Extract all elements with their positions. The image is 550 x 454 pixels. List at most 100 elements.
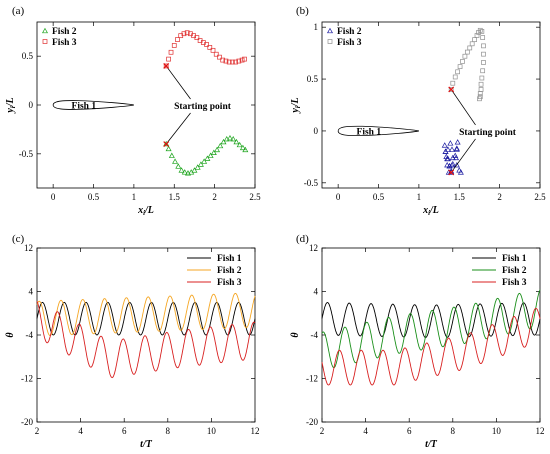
series-line-fish-2 [36,292,256,337]
y-tick-label: -4 [311,330,319,340]
data-point-fish-3 [204,42,209,47]
x-axis-label: xi/L [422,205,439,217]
x-tick-label: 12 [536,426,545,436]
legend-marker [327,39,333,44]
data-point-fish-2 [449,160,456,167]
data-point-fish-2 [191,167,198,173]
data-point-fish-2 [204,155,211,161]
x-tick-label: 4 [363,426,368,436]
x-tick-label: 1.5 [169,192,181,202]
data-point-fish-2 [163,140,170,147]
y-tick-label: -20 [306,417,318,427]
legend-label: Fish 3 [52,38,77,48]
y-tick-label: 1 [314,22,319,32]
fish-1-body [52,100,134,110]
y-tick-label: 4 [29,287,34,297]
data-point-fish-3 [171,43,177,48]
x-tick-label: 10 [207,426,217,436]
fish-1-label: Fish 1 [72,102,97,112]
x-tick-label: 12 [251,426,260,436]
legend-label: Fish 2 [337,27,362,37]
data-point-fish-3 [223,58,229,64]
data-point-fish-2 [217,142,224,149]
y-tick-label: 12 [24,243,33,253]
starting-point-marker [448,169,455,176]
legend-label: Fish 1 [502,254,527,264]
x-axis-label: t/T [140,439,153,450]
legend-marker [42,27,48,34]
data-point-fish-3 [477,27,483,33]
y-axis-label: yi/L [5,97,17,113]
y-tick-label: 12 [309,243,318,253]
legend-label: Fish 2 [502,266,527,276]
data-point-fish-3 [472,37,477,42]
data-point-fish-2 [207,152,214,158]
data-point-fish-2 [453,146,460,152]
data-point-fish-3 [481,60,486,65]
x-tick-label: 2.5 [534,192,546,202]
data-point-fish-2 [441,142,448,148]
data-point-fish-2 [447,140,454,146]
x-tick-label: 6 [122,426,127,436]
y-tick-label: 4 [314,287,319,297]
data-point-fish-2 [181,169,188,175]
data-point-fish-3 [460,59,465,64]
starting-point-leader [450,138,476,173]
data-point-fish-3 [469,41,475,47]
y-tick-label: -4 [26,330,34,340]
data-point-fish-3 [480,35,486,40]
x-tick-label: 2 [320,426,325,436]
data-point-fish-2 [453,161,460,168]
data-point-fish-2 [236,141,243,148]
data-point-fish-2 [172,158,179,164]
data-point-fish-3 [481,43,486,49]
data-point-fish-3 [474,33,480,38]
y-axis-label: yi/L [290,97,302,113]
x-tick-label: 8 [166,426,171,436]
legend-label: Fish 2 [217,266,242,276]
data-point-fish-2 [242,146,249,153]
x-tick-label: 1.5 [454,192,466,202]
data-point-fish-3 [455,69,460,75]
starting-point-marker [163,63,170,69]
y-axis-label: θ [5,332,16,338]
panel-label: (a) [12,5,25,17]
chart-panel-4: (d) 2 4 6 8 10 12 -20 -12 -4 4 12 t/T θ Fish 1 Fish 2 Fi… [290,233,545,450]
y-tick-label: -0.5 [19,149,34,159]
data-point-fish-2 [453,154,460,161]
legend-label: Fish 2 [52,27,77,37]
data-point-fish-2 [214,146,221,153]
chart-panel-1: (a) 0 0.5 1 1.5 2 2.5 -0.5 0 0.5 xi/L yi/L Fish 1 Sta… [5,5,261,217]
data-point-fish-3 [181,31,187,37]
legend-marker [327,27,333,34]
data-point-fish-3 [479,28,485,34]
data-point-fish-3 [242,56,247,62]
data-point-fish-2 [168,152,175,158]
starting-point-label: Starting point [174,102,232,112]
y-tick-label: 0 [314,126,319,136]
data-point-fish-2 [443,153,450,160]
panel-label: (d) [296,233,309,245]
data-point-fish-3 [457,64,463,69]
data-point-fish-3 [467,45,473,51]
legend-label: Fish 3 [217,278,242,288]
data-point-fish-2 [233,138,240,145]
data-point-fish-3 [194,35,200,40]
starting-point-leader [165,112,191,145]
data-point-fish-3 [207,45,213,50]
fish-1-label: Fish 1 [357,127,382,137]
legend-label: Fish 3 [502,278,527,288]
data-point-fish-3 [452,74,458,80]
data-point-fish-3 [233,59,238,65]
x-tick-label: 0.5 [373,192,385,202]
y-axis-label: θ [290,332,301,338]
data-point-fish-3 [166,56,171,62]
data-point-fish-3 [168,49,174,55]
series-line-fish-3 [321,307,541,386]
data-point-fish-2 [197,161,204,167]
x-axis-label: t/T [425,439,438,450]
data-point-fish-3 [184,30,190,36]
data-point-fish-2 [194,164,201,170]
data-point-fish-2 [230,135,237,142]
